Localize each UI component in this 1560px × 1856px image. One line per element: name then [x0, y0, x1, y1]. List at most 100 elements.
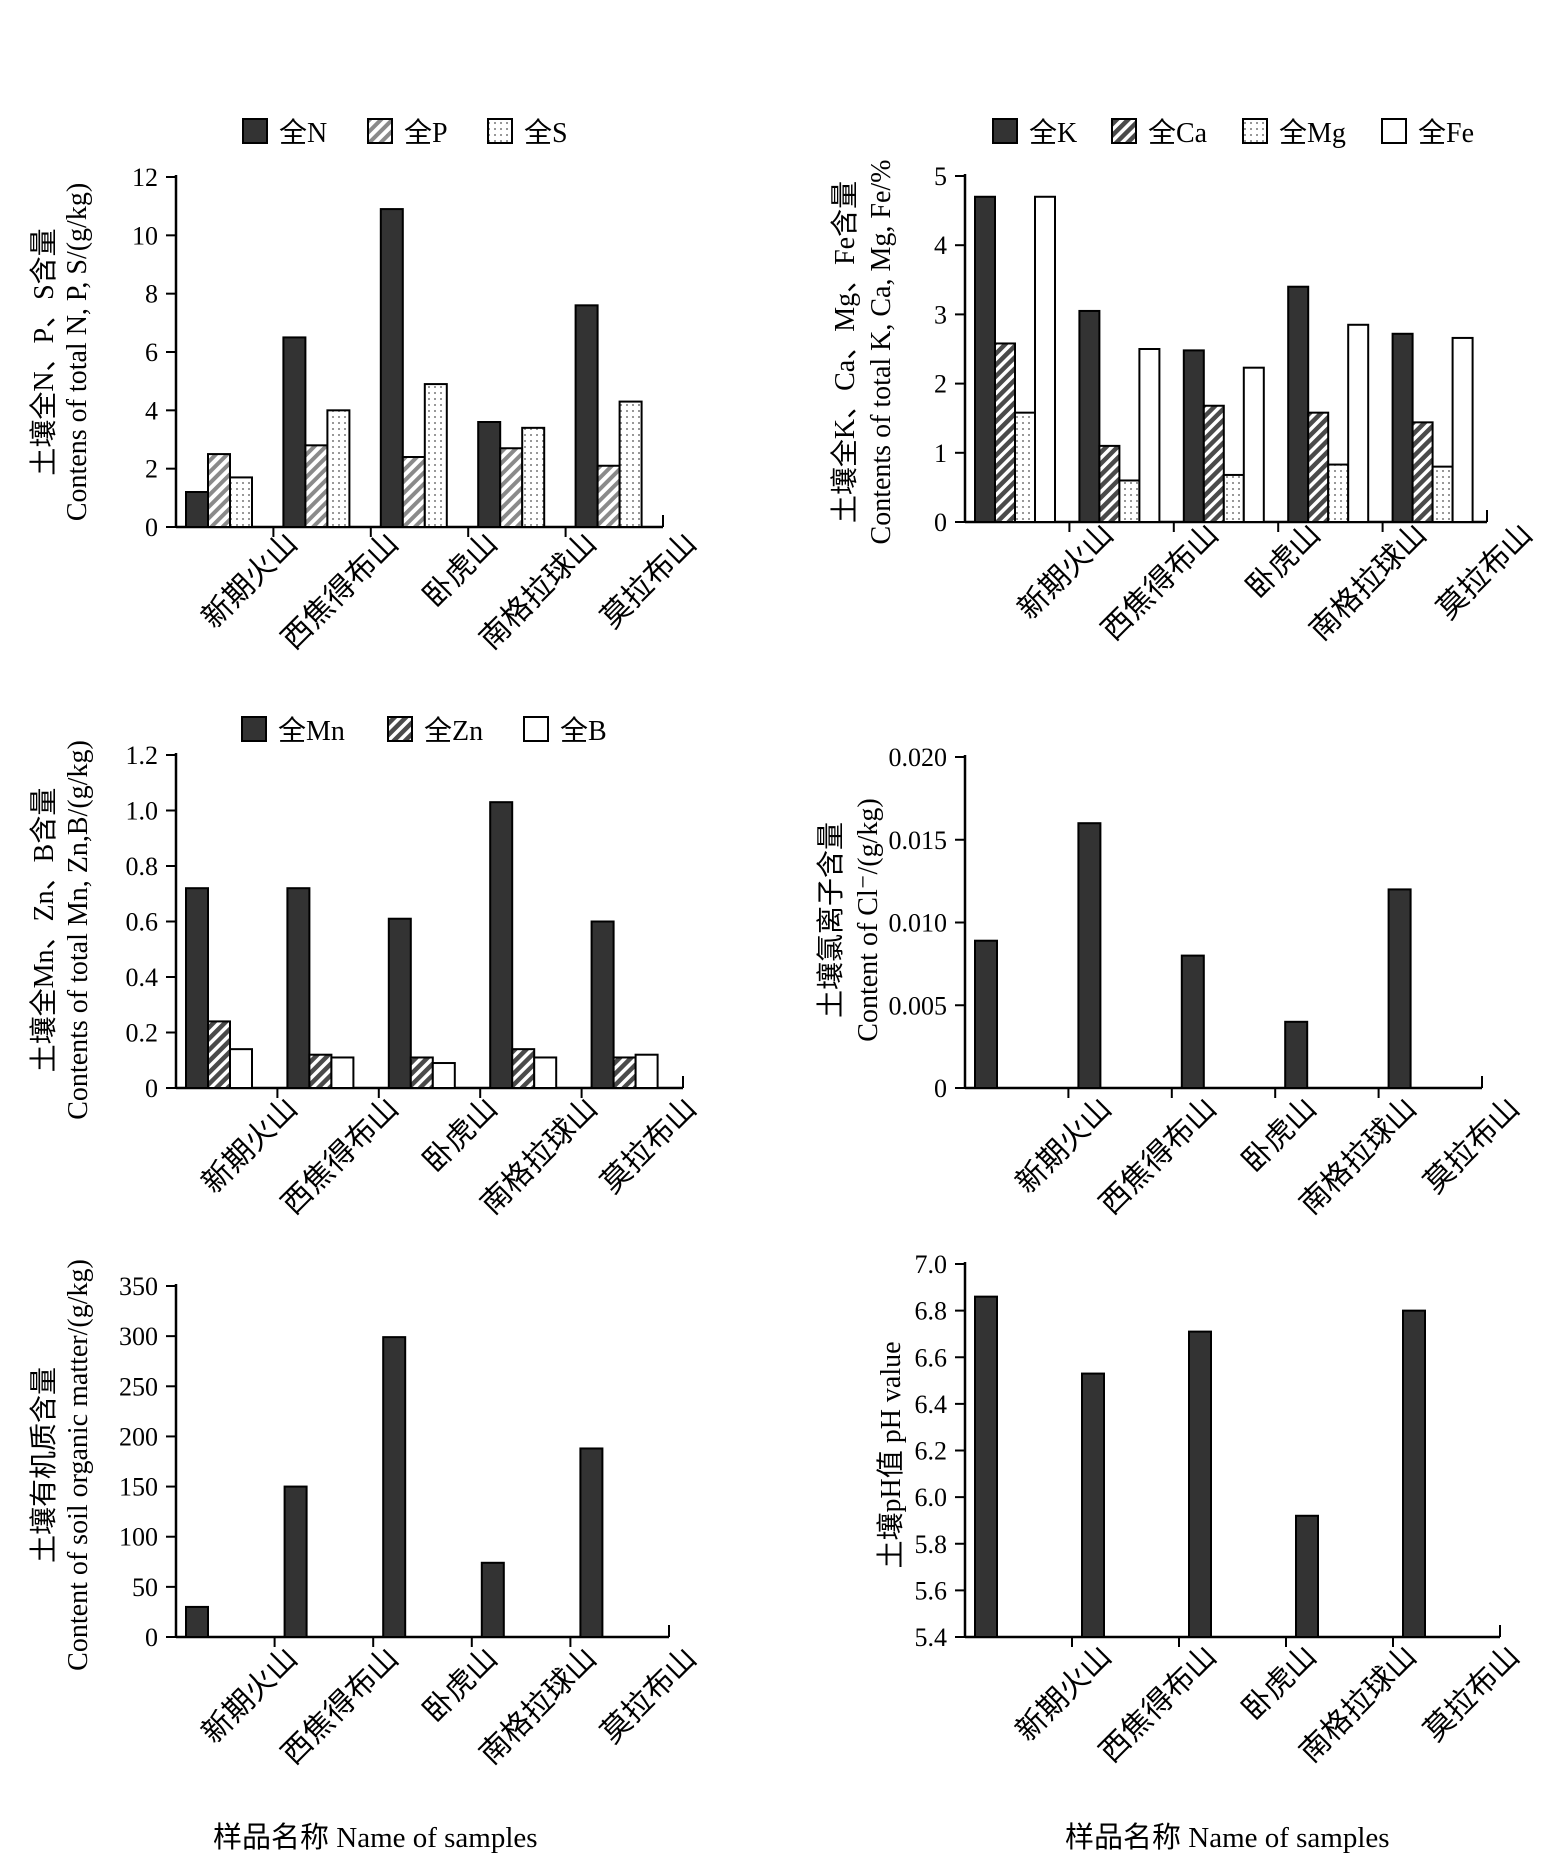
y-tick-label: 3: [934, 300, 947, 329]
x-category-label: 新期火山: [196, 1092, 304, 1200]
y-tick-label: 6.4: [915, 1390, 948, 1419]
bar-全B-1: [229, 1048, 253, 1090]
bar-全Zn-3: [409, 1056, 434, 1089]
bar-value-5: [1387, 888, 1412, 1090]
y-axis-title: Contens of total N, P, S/(g/kg): [62, 183, 93, 521]
y-tick-label: 300: [119, 1322, 158, 1351]
bar-全N-3: [379, 208, 404, 528]
bar-全Ca-5: [1411, 421, 1434, 523]
bar-全S-5: [618, 400, 643, 529]
bar-全K-4: [1287, 285, 1310, 523]
y-tick-label: 250: [119, 1372, 158, 1401]
bar-value-3: [1188, 1330, 1212, 1638]
y-tick-label: 150: [119, 1473, 158, 1502]
x-category-label: 莫拉布山: [595, 1642, 703, 1750]
bar-全N-5: [574, 304, 599, 529]
legend-swatch-全Zn: [387, 716, 413, 742]
bar-全Mg-4: [1327, 463, 1350, 523]
bar-全P-2: [304, 444, 329, 529]
y-tick-label: 350: [119, 1272, 158, 1301]
bar-全S-1: [229, 476, 253, 528]
y-tick-label: 0: [145, 1623, 158, 1652]
bar-全K-2: [1078, 309, 1101, 523]
legend-swatch-全Mn: [241, 716, 267, 742]
bar-全Mg-2: [1118, 479, 1141, 524]
legend-label: 全Mn: [278, 715, 345, 747]
legend-label: 全Zn: [424, 715, 483, 747]
y-tick-label: 5.8: [915, 1530, 948, 1559]
bar-全B-5: [634, 1053, 659, 1089]
y-tick-label: 0.4: [126, 963, 159, 992]
bar-全Mg-1: [1014, 411, 1036, 523]
bar-全N-2: [282, 336, 307, 528]
bar-全B-3: [431, 1062, 456, 1090]
bar-全N-4: [477, 421, 502, 528]
legend-swatch-全K: [992, 118, 1018, 144]
y-tick-label: 6.6: [915, 1343, 948, 1372]
y-axis-title: Contents of total Mn, Zn,B/(g/kg): [63, 740, 94, 1120]
y-tick-label: 5.4: [915, 1623, 948, 1652]
y-tick-label: 6.2: [915, 1437, 948, 1466]
bar-全Zn-2: [308, 1053, 333, 1089]
x-category-label: 卧虎山: [417, 1642, 504, 1729]
legend-label: 全Mg: [1279, 117, 1346, 149]
bar-全Zn-4: [511, 1048, 536, 1090]
bar-value-3: [382, 1336, 407, 1639]
x-category-label: 新期火山: [1010, 1640, 1118, 1748]
bar-全Mn-5: [590, 920, 615, 1089]
bar-value-4: [1295, 1514, 1319, 1639]
y-tick-label: 1.2: [126, 741, 159, 770]
x-axis-title-left: 样品名称 Name of samples: [213, 1822, 538, 1854]
legend-swatch-全Mg: [1242, 118, 1268, 144]
y-tick-label: 0.2: [126, 1019, 159, 1048]
bar-value-2: [283, 1485, 308, 1638]
legend-label: 全S: [524, 117, 568, 149]
x-category-label: 莫拉布山: [595, 527, 703, 635]
bar-全K-3: [1182, 349, 1205, 523]
legend-label: 全Fe: [1418, 117, 1474, 149]
x-category-label: 莫拉布山: [595, 1092, 703, 1200]
y-tick-label: 1: [934, 439, 947, 468]
y-axis-title: 土壤全N、P、S含量: [28, 228, 60, 475]
y-axis-title: 土壤pH值 pH value: [875, 1341, 907, 1568]
y-tick-label: 0.020: [889, 743, 948, 772]
y-axis-title: 土壤全K、Ca、Mg、Fe含量: [829, 181, 861, 523]
bar-全Mg-5: [1431, 465, 1454, 524]
bar-全S-4: [521, 426, 546, 529]
bar-全P-1: [207, 453, 231, 529]
bar-全K-5: [1391, 332, 1414, 523]
x-category-label: 卧虎山: [1236, 1640, 1323, 1727]
bar-value-2: [1081, 1372, 1105, 1638]
x-category-label: 卧虎山: [1236, 1092, 1323, 1179]
y-axis-title: 土壤全Mn、Zn、B含量: [28, 788, 60, 1073]
legend-swatch-全Fe: [1381, 118, 1407, 144]
x-category-label: 卧虎山: [1240, 518, 1327, 605]
y-tick-label: 0.015: [889, 826, 948, 855]
bar-全Ca-3: [1202, 404, 1225, 523]
bar-全P-4: [499, 447, 524, 528]
x-axis-title-right: 样品名称 Name of samples: [1065, 1822, 1390, 1854]
legend-label: 全Ca: [1148, 117, 1208, 149]
y-tick-label: 50: [132, 1573, 158, 1602]
bar-全Mn-1: [185, 887, 209, 1090]
x-category-label: 新期火山: [1012, 518, 1120, 626]
y-axis-title: Contents of total K, Ca, Mg, Fe/%: [866, 160, 897, 545]
y-tick-label: 4: [934, 231, 947, 260]
y-tick-label: 0.6: [126, 908, 159, 937]
bar-全Fe-5: [1451, 336, 1474, 524]
legend-swatch-全N: [242, 118, 268, 144]
bar-value-1: [974, 939, 998, 1090]
bar-全P-5: [596, 464, 621, 528]
legend-label: 全N: [279, 117, 327, 149]
bar-全P-3: [401, 456, 426, 528]
y-tick-label: 0.010: [889, 909, 948, 938]
x-category-label: 新期火山: [196, 527, 304, 635]
bar-全Fe-3: [1242, 366, 1265, 523]
bar-全B-2: [330, 1056, 355, 1089]
y-axis-title: 土壤有机质含量: [28, 1367, 60, 1563]
